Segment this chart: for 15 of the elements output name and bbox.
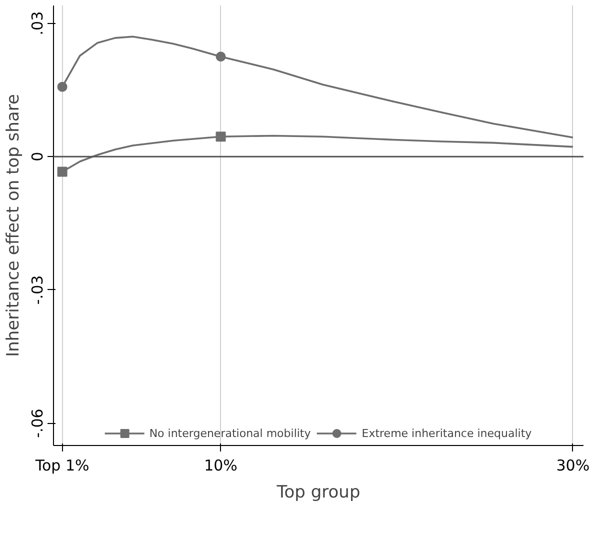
x-tick-label: 10%	[204, 456, 238, 474]
legend-label: No intergenerational mobility	[149, 426, 311, 440]
y-tick-label: -.03	[28, 275, 46, 305]
x-tick-label: 30%	[556, 456, 590, 474]
legend-label: Extreme inheritance inequality	[362, 426, 532, 440]
point	[57, 82, 68, 92]
point	[216, 132, 226, 142]
y-tick-label: 0	[28, 152, 46, 162]
x-tick-label: Top 1%	[34, 456, 90, 474]
y-tick-label: .03	[28, 11, 46, 36]
point	[57, 166, 68, 177]
y-tick-label: -.06	[28, 408, 46, 438]
point	[216, 52, 226, 62]
y-axis-title: Inheritance effect on top share	[4, 94, 24, 357]
x-axis-title: Top group	[276, 482, 360, 502]
